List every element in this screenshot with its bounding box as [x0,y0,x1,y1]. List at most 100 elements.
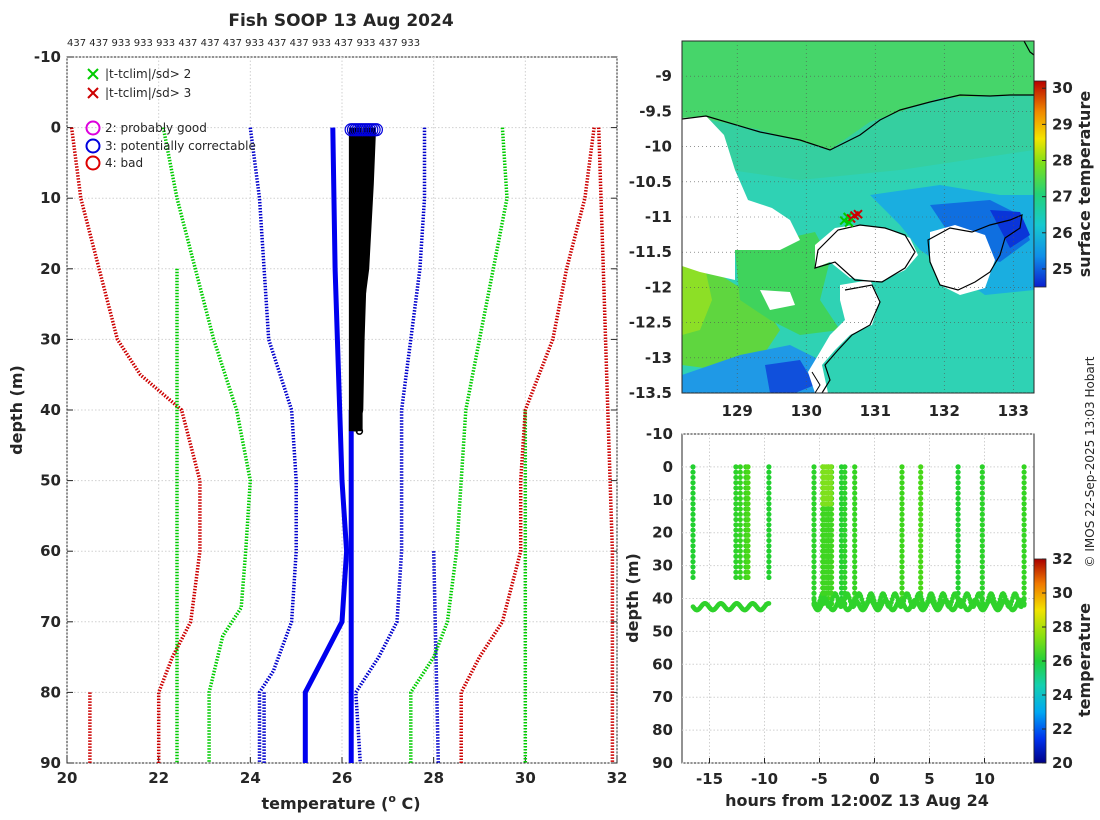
cast-point [737,559,743,565]
cast-point [737,469,743,475]
track-point [1021,602,1027,608]
cast-point [842,569,848,575]
cast-point [690,569,696,575]
cast-point [918,527,924,533]
cast-point [918,469,924,475]
cast-point [899,464,905,470]
cast-point [899,522,905,528]
cast-point [766,532,772,538]
cast-point [828,495,834,502]
cast-point [690,543,696,549]
quality-flag-marker [369,123,383,137]
cast-point [766,522,772,528]
cast-point [852,559,858,565]
cast-point [811,469,817,475]
cast-point [811,580,817,586]
cast-point [745,569,751,575]
temp-colorbar-tick-label: 20 [1052,754,1073,772]
cast-point [955,527,961,533]
legend-x-stroke [87,68,99,80]
cast-point [733,516,739,523]
cast-point [852,569,858,575]
cast-point [979,543,985,549]
cast-point [852,506,858,512]
cast-point [690,532,696,538]
cast-point [828,580,834,586]
cast-point [1021,559,1027,565]
sst-map-image [682,41,1034,393]
cast-point [745,522,751,528]
series-line [354,127,427,763]
cast-point [1021,495,1027,502]
cast-point [852,464,858,470]
sst-colorbar-label: surface temperature [1075,91,1094,278]
cast-point [979,485,985,491]
cast-point [979,522,985,528]
cast-point [690,480,696,486]
cast-point [979,464,985,470]
cast-point [1021,543,1027,549]
cast-point [979,553,985,559]
cast-point [899,543,905,549]
cast-point [979,474,985,481]
cast-point [828,522,834,528]
cast-point [979,506,985,512]
profile-xtick-label: 30 [515,769,536,787]
cast-point [766,516,772,523]
cast-point [1021,580,1027,586]
profile-xtick-label: 22 [148,769,169,787]
cast-point [690,506,696,512]
cast-point [842,474,848,481]
cast-point [690,574,696,581]
cast-point [1021,548,1027,554]
cast-point [852,522,858,528]
cast-point [745,543,751,549]
cast-point [737,553,743,559]
series-line [596,127,615,763]
cast-point [899,511,905,517]
time-ytick-label: 0 [663,458,673,476]
cast-point [899,506,905,512]
cast-point [733,537,739,544]
cast-point [733,564,739,570]
legend-entry-label: |t-tclim|/sd> 2 [105,67,191,81]
depth-axis-label-right: depth (m) [623,553,642,643]
series-line [459,127,596,763]
cast-point [828,548,834,554]
cast-point [811,559,817,565]
cast-point [690,564,696,570]
cast-point [766,474,772,481]
cast-point [955,548,961,554]
time-ytick-label: 20 [652,524,673,542]
cast-point [979,516,985,523]
cast-point [852,474,858,481]
cast-point [828,585,834,591]
profile-ytick-label: 20 [40,260,61,278]
cast-point [690,559,696,565]
cast-point [852,501,858,507]
cast-point [955,506,961,512]
cast-point [745,474,751,481]
depth-axis-label-left: depth (m) [7,365,26,455]
temperature-axis-label: temperature (o C) [261,792,420,813]
cast-point [733,506,739,512]
cast-point [690,485,696,491]
temperature-axis-label-suffix: C) [396,794,421,813]
cast-point [745,516,751,523]
sst-colorbar-tick-label: 26 [1052,224,1073,242]
temp-colorbar-tick-label: 32 [1052,550,1073,568]
cast-point [733,501,739,507]
cast-point [899,537,905,544]
legend-x-marker [87,68,99,80]
cast-point [766,485,772,491]
cast-point [899,590,905,596]
cast-point [733,559,739,565]
cast-point [955,485,961,491]
cast-point [899,532,905,538]
cast-point [979,537,985,544]
sst-map-plot: 129 130 131 132 133 -9 -9.5 -10 -10.5 -11 -11.5 -12… [629,40,1094,420]
cast-point [842,485,848,491]
map-tick-labels: 129 130 131 132 133 -9 -9.5 -10 -10.5 -11 -11.5 -12… [629,67,1029,420]
cast-point [899,474,905,481]
